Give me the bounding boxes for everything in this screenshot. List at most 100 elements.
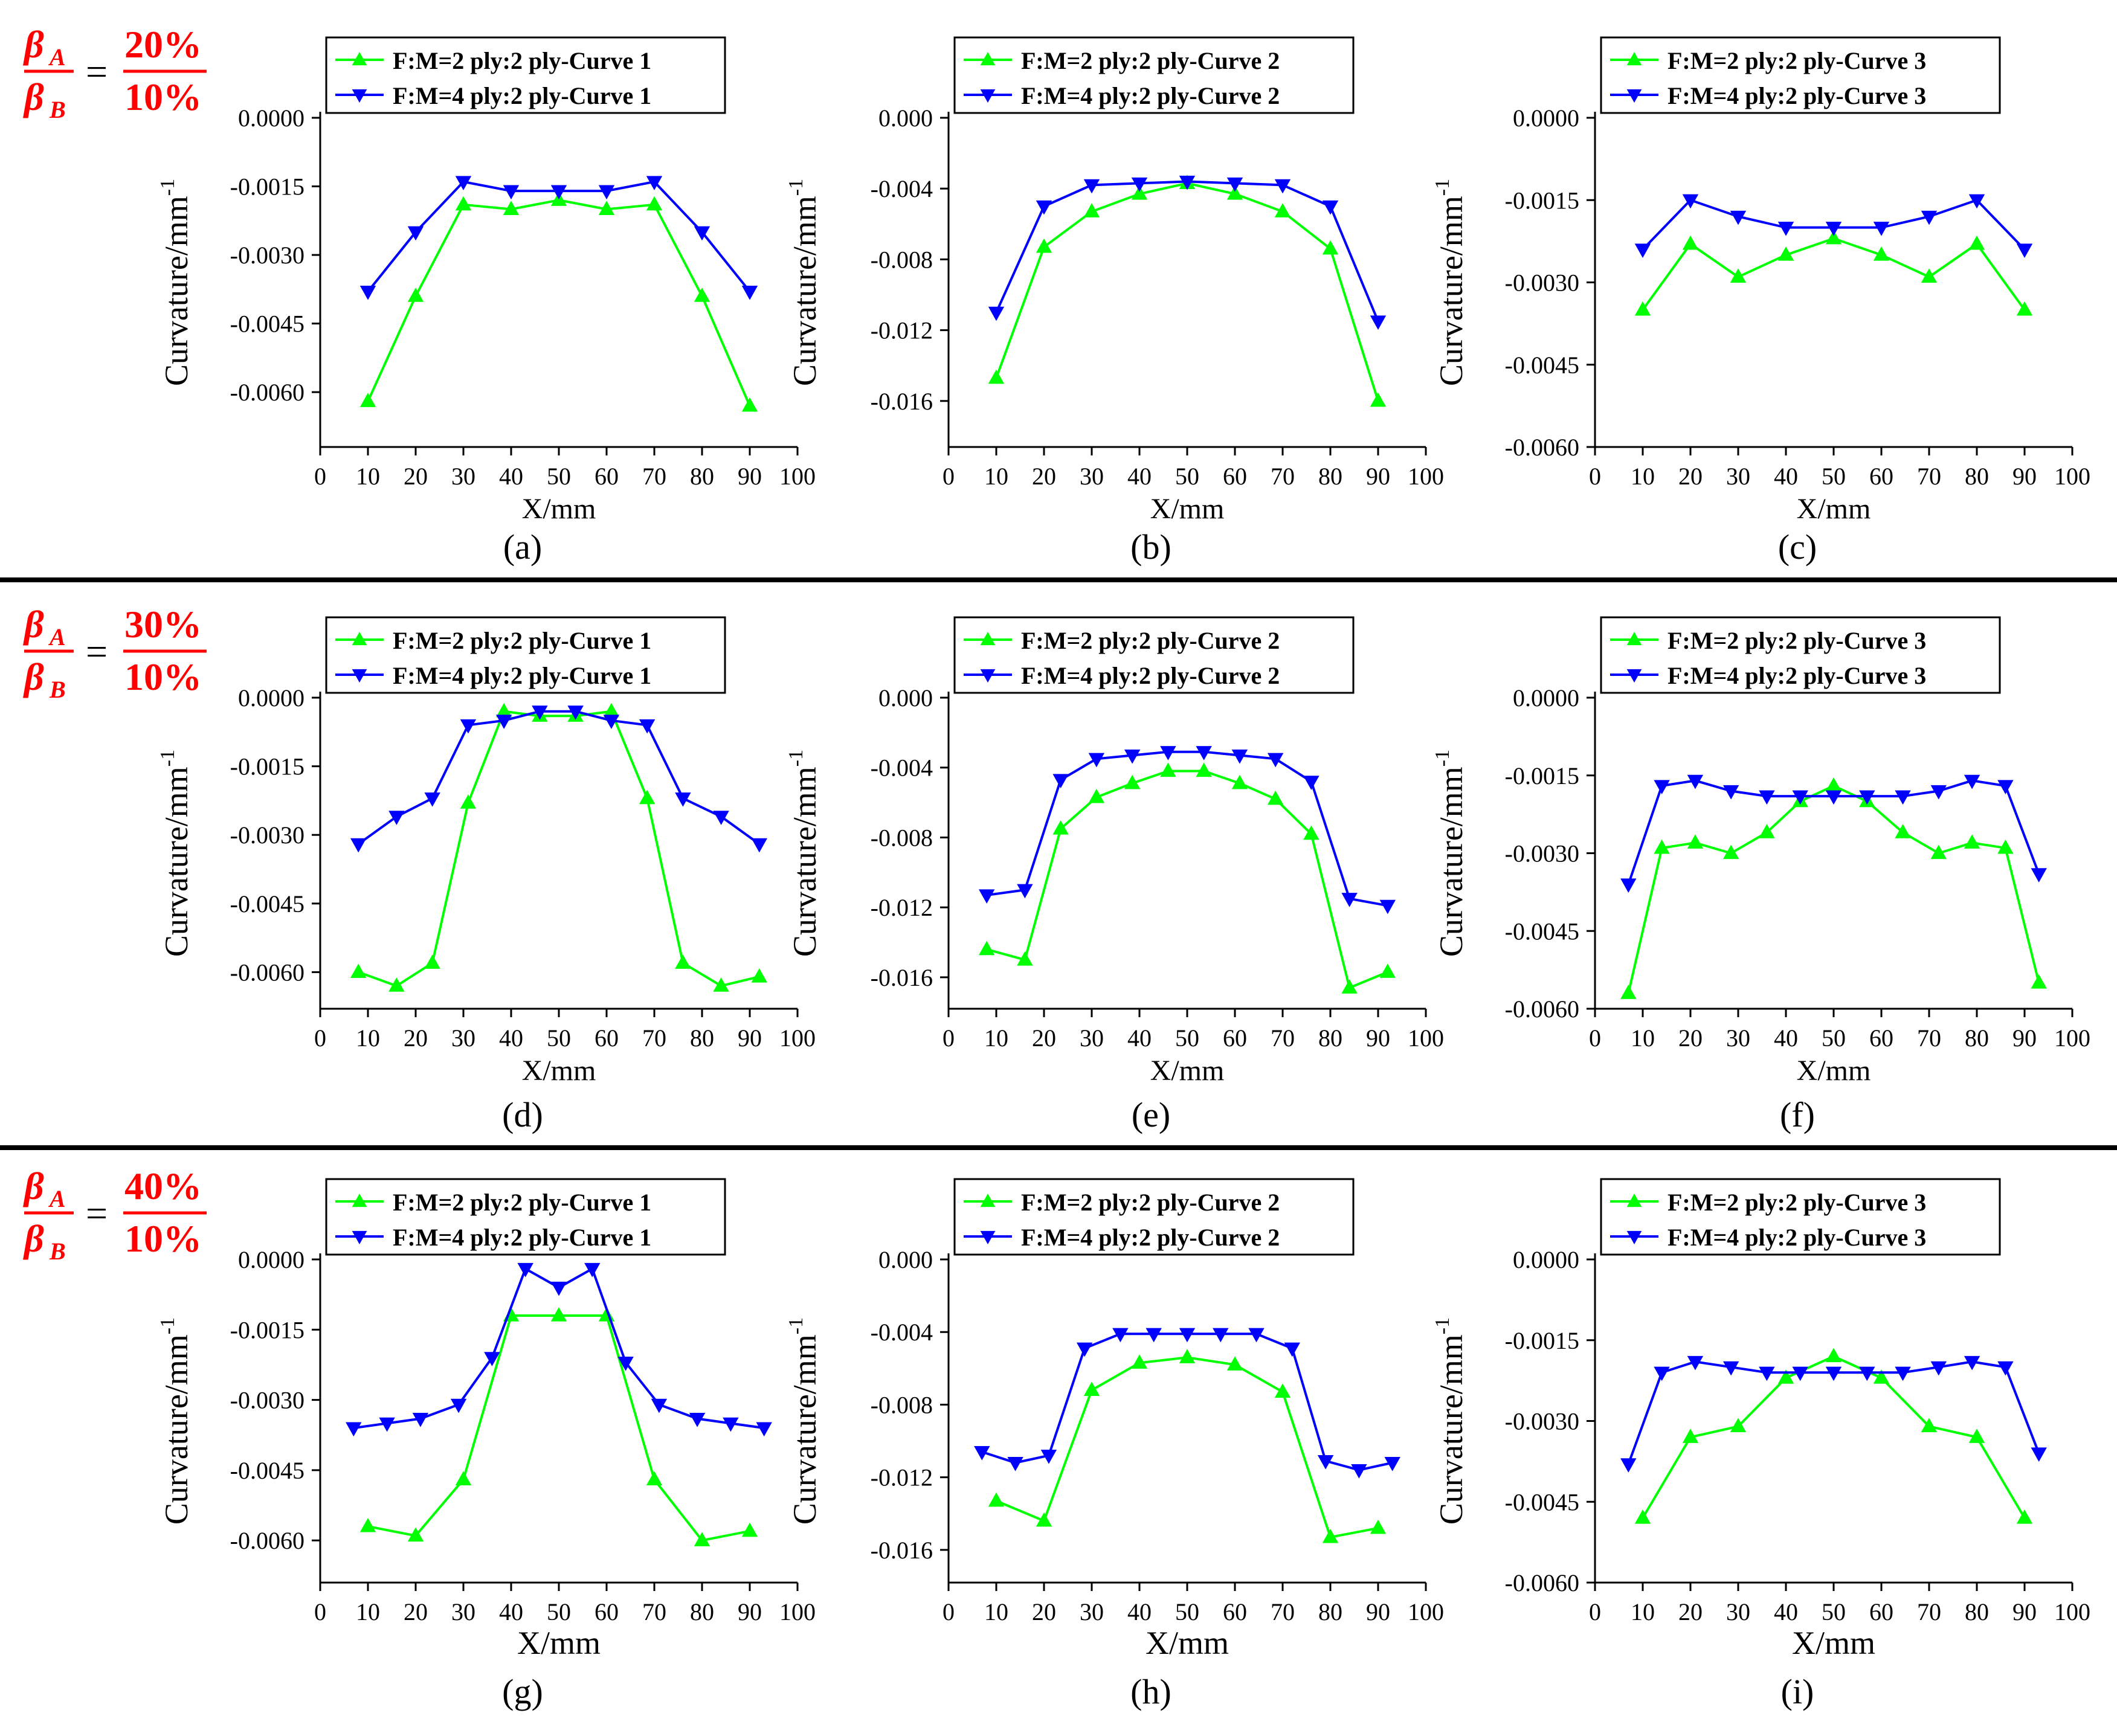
data-point <box>1213 1328 1229 1343</box>
data-point <box>550 1281 567 1296</box>
data-point <box>1370 315 1387 330</box>
data-point <box>1036 200 1052 215</box>
legend-box <box>325 1178 726 1256</box>
y-tick-label: -0.004 <box>871 175 933 202</box>
y-axis-label: Curvature/mm-1 <box>156 179 195 386</box>
x-axis-label: X/mm <box>1150 1055 1225 1087</box>
data-point <box>350 838 367 853</box>
data-point <box>1036 1512 1052 1527</box>
x-tick-label: 30 <box>451 1024 475 1052</box>
y-tick-label: -0.0045 <box>1505 918 1579 945</box>
legend-label: F:M=2 ply:2 ply-Curve 2 <box>1021 627 1280 654</box>
data-point <box>1825 222 1842 236</box>
data-point <box>1654 839 1670 854</box>
x-tick-label: 70 <box>642 1598 666 1625</box>
panel-caption: (h) <box>1130 1672 1171 1711</box>
x-tick-label: 20 <box>404 1024 428 1052</box>
x-tick-label: 90 <box>2012 463 2037 490</box>
panel-caption: (f) <box>1780 1095 1815 1134</box>
legend: F:M=2 ply:2 ply-Curve 1 F:M=4 ply:2 ply-C… <box>325 616 726 694</box>
y-tick-label: 0.0000 <box>238 104 304 132</box>
x-tick-label: 90 <box>738 1024 762 1052</box>
x-tick-label: 60 <box>594 1024 619 1052</box>
data-point <box>2031 974 2047 989</box>
data-point <box>1248 1328 1265 1343</box>
y-tick-label: -0.0045 <box>1505 1488 1579 1516</box>
legend-marker <box>1626 632 1642 646</box>
y-tick-label: -0.008 <box>871 1391 933 1418</box>
data-point <box>532 706 548 720</box>
y-tick-label: -0.0015 <box>1505 187 1579 214</box>
legend-label: F:M=4 ply:2 ply-Curve 2 <box>1021 1224 1280 1251</box>
data-point <box>2016 301 2033 316</box>
data-point <box>1274 203 1291 217</box>
legend-marker <box>1626 1194 1642 1207</box>
ratio-den-sub: B <box>49 96 66 123</box>
legend-label: F:M=2 ply:2 ply-Curve 1 <box>393 1189 651 1216</box>
legend-box <box>953 1178 1355 1256</box>
data-point <box>1792 1366 1808 1381</box>
data-point <box>1088 753 1105 768</box>
data-point <box>1322 200 1339 215</box>
legend-marker <box>352 632 367 646</box>
data-point <box>1303 825 1320 840</box>
chart-panel-1: 0 10 20 30 40 50 60 70 80 90 100 0.0000 -0.0015 -0.00… <box>156 36 816 567</box>
data-point <box>1895 824 1911 838</box>
series-blue <box>359 176 758 300</box>
chart-panel-6: 0 10 20 30 40 50 60 70 80 90 100 0.0000 -0.0015 -0.00… <box>1431 616 2090 1134</box>
series-line <box>986 750 1388 907</box>
data-point <box>1730 1418 1747 1433</box>
data-point <box>1322 240 1339 255</box>
data-point <box>598 185 615 200</box>
x-tick-label: 60 <box>1223 1598 1247 1625</box>
x-axis-label: X/mm <box>1146 1625 1229 1661</box>
data-point <box>567 706 584 720</box>
data-point <box>517 1262 533 1278</box>
data-point <box>1687 1355 1704 1371</box>
x-tick-label: 0 <box>314 1024 326 1052</box>
data-point <box>1895 1366 1911 1381</box>
data-point <box>713 977 729 992</box>
x-tick-label: 80 <box>690 463 714 490</box>
ratio-num-sub: A <box>48 1185 66 1212</box>
data-point <box>646 196 663 211</box>
series-line <box>358 710 760 845</box>
data-point <box>412 1413 429 1427</box>
data-point <box>646 1471 663 1486</box>
data-point <box>1036 238 1052 253</box>
y-tick-label: 0.000 <box>878 104 933 132</box>
x-tick-label: 60 <box>1869 463 1893 490</box>
data-point <box>1322 1528 1339 1543</box>
data-point <box>455 196 472 211</box>
data-point <box>1968 1429 1985 1443</box>
y-tick-label: -0.016 <box>871 964 933 991</box>
y-axis-label-superscript: -1 <box>1431 179 1454 196</box>
data-point <box>651 1398 668 1413</box>
data-point <box>603 715 620 729</box>
x-tick-label: 0 <box>314 463 326 490</box>
data-point <box>1226 177 1243 192</box>
data-point <box>1859 790 1875 805</box>
y-tick-label: -0.0015 <box>1505 762 1579 789</box>
data-point <box>1384 1457 1400 1471</box>
x-tick-label: 90 <box>1366 1024 1390 1052</box>
data-point <box>689 1413 706 1427</box>
x-tick-label: 80 <box>1965 1024 1989 1052</box>
data-point <box>1146 1328 1162 1343</box>
x-tick-label: 30 <box>1080 463 1104 490</box>
data-point <box>1997 839 2014 854</box>
legend-label: F:M=4 ply:2 ply-Curve 3 <box>1668 662 1926 689</box>
data-point <box>424 792 440 807</box>
legend-label: F:M=2 ply:2 ply-Curve 1 <box>393 627 651 654</box>
data-point <box>1231 749 1248 764</box>
ratio-label-row3: β A β B = 40% 10% <box>23 1165 207 1265</box>
x-tick-label: 90 <box>1366 1598 1390 1625</box>
ratio-num-value: 30% <box>124 603 202 646</box>
data-point <box>1052 820 1069 835</box>
data-point <box>1226 1356 1243 1371</box>
x-tick-label: 60 <box>1223 463 1247 490</box>
data-point <box>1687 774 1704 789</box>
x-tick-label: 60 <box>1869 1598 1893 1625</box>
x-tick-label: 60 <box>1223 1024 1247 1052</box>
ratio-label-row2: β A β B = 30% 10% <box>23 603 207 703</box>
